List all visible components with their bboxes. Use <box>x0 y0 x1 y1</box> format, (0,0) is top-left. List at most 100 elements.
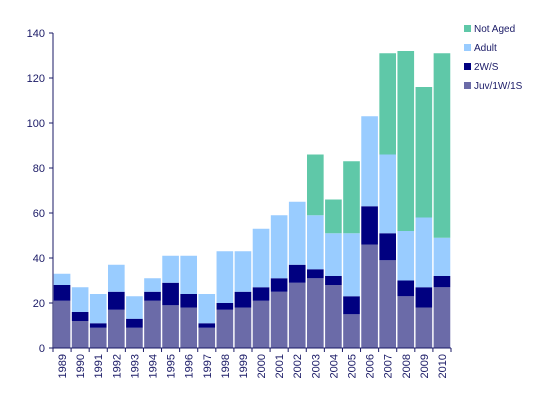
bar-1996-series-0 <box>180 307 197 348</box>
x-tick-label: 2000 <box>256 354 268 378</box>
x-tick-label: 1997 <box>202 354 214 378</box>
bar-1992-series-0 <box>108 309 125 348</box>
legend-swatch <box>464 82 471 89</box>
bar-1989-series-2 <box>53 273 71 285</box>
legend-swatch <box>464 44 471 51</box>
x-tick-label: 1998 <box>220 354 232 378</box>
bar-1993-series-1 <box>126 318 143 328</box>
legend-swatch <box>464 63 471 70</box>
x-tick-label: 2010 <box>437 354 449 378</box>
bar-1991-series-0 <box>89 327 107 348</box>
x-tick-label: 2009 <box>419 354 431 378</box>
x-tick-label: 2004 <box>328 354 340 378</box>
y-tick-label: 120 <box>27 73 45 85</box>
bar-1992-series-2 <box>108 264 125 292</box>
bar-2007-series-1 <box>379 233 396 261</box>
bar-2010-series-1 <box>433 276 451 288</box>
legend: Not Aged Adult 2W/S Juv/1W/1S <box>464 24 523 92</box>
bar-1990-series-2 <box>71 287 89 312</box>
bar-2007-series-3 <box>379 53 396 155</box>
y-tick-label: 60 <box>33 208 45 220</box>
bar-1990-series-0 <box>71 321 89 348</box>
bar-2003-series-2 <box>307 215 324 270</box>
bar-2006-series-2 <box>361 116 378 207</box>
bar-1998-series-0 <box>216 309 234 348</box>
bar-2000-series-0 <box>252 300 270 348</box>
bar-2004-series-1 <box>325 276 342 285</box>
bar-2005-series-3 <box>343 161 360 234</box>
bar-1990-series-1 <box>71 312 89 321</box>
bar-2008-series-3 <box>397 51 415 231</box>
bar-2008-series-0 <box>397 296 415 348</box>
bar-2007-series-2 <box>379 154 396 234</box>
bar-1995-series-2 <box>162 255 179 283</box>
bar-2009-series-1 <box>415 287 433 308</box>
bar-1992-series-1 <box>108 291 125 310</box>
y-tick-label: 0 <box>39 343 45 355</box>
bar-2009-series-0 <box>415 307 433 348</box>
bar-1997-series-2 <box>198 294 216 324</box>
bar-1999-series-1 <box>234 291 252 308</box>
bar-2009-series-3 <box>415 87 433 218</box>
bar-1998-series-2 <box>216 251 234 303</box>
x-tick-label: 1991 <box>93 354 105 378</box>
bar-2010-series-2 <box>433 237 451 276</box>
x-tick-label: 1989 <box>57 354 69 378</box>
y-axis: 0 20 40 60 80 100 120 140 <box>27 28 54 355</box>
bar-1998-series-1 <box>216 303 234 310</box>
y-tick-label: 140 <box>27 28 45 40</box>
bar-1993-series-0 <box>126 327 143 348</box>
legend-label: Not Aged <box>474 24 515 35</box>
bar-2009-series-2 <box>415 217 433 288</box>
bar-1996-series-2 <box>180 255 197 294</box>
bar-2006-series-0 <box>361 244 378 348</box>
bar-2010-series-3 <box>433 53 451 238</box>
bar-1994-series-1 <box>144 291 161 301</box>
bar-2001-series-2 <box>270 215 288 279</box>
x-tick-label: 1996 <box>184 354 196 378</box>
y-tick-label: 100 <box>27 118 45 130</box>
y-tick-label: 80 <box>33 163 45 175</box>
bar-2003-series-0 <box>307 278 324 348</box>
bar-1994-series-0 <box>144 300 161 348</box>
x-tick-label: 1990 <box>75 354 87 378</box>
bar-1999-series-0 <box>234 307 252 348</box>
bar-2005-series-1 <box>343 296 360 315</box>
legend-swatch <box>464 25 471 32</box>
bar-2004-series-2 <box>325 233 342 276</box>
x-tick-label: 2007 <box>383 354 395 378</box>
bar-2004-series-0 <box>325 285 342 348</box>
bar-2005-series-0 <box>343 314 360 348</box>
bar-1993-series-2 <box>126 296 143 319</box>
x-tick-label: 2002 <box>292 354 304 378</box>
bar-2003-series-1 <box>307 269 324 279</box>
bar-2001-series-0 <box>270 291 288 348</box>
bar-2004-series-3 <box>325 199 342 234</box>
x-tick-label: 1999 <box>238 354 250 378</box>
legend-label: Adult <box>474 43 497 54</box>
bar-1994-series-2 <box>144 278 161 292</box>
x-tick-label: 2008 <box>401 354 413 378</box>
legend-label: Juv/1W/1S <box>474 81 523 92</box>
bar-2002-series-1 <box>288 264 306 283</box>
bar-1997-series-0 <box>198 327 216 348</box>
legend-label: 2W/S <box>474 62 499 73</box>
bar-1997-series-1 <box>198 323 216 328</box>
bar-2000-series-2 <box>252 228 270 288</box>
x-tick-label: 1995 <box>166 354 178 378</box>
x-tick-label: 2003 <box>310 354 322 378</box>
bar-2008-series-2 <box>397 231 415 281</box>
bar-2005-series-2 <box>343 233 360 297</box>
bar-1995-series-0 <box>162 305 179 348</box>
bar-2001-series-1 <box>270 278 288 292</box>
y-tick-label: 20 <box>33 298 45 310</box>
x-tick-label: 1994 <box>148 354 160 378</box>
bar-2002-series-2 <box>288 201 306 265</box>
bar-2003-series-3 <box>307 154 324 216</box>
bar-1991-series-2 <box>89 294 107 324</box>
x-tick-label: 1992 <box>111 354 123 378</box>
x-axis: 1989 1990 1991 1992 1993 1994 1995 1996 1997 1998… <box>52 347 452 378</box>
bar-2000-series-1 <box>252 287 270 301</box>
bar-2002-series-0 <box>288 282 306 348</box>
